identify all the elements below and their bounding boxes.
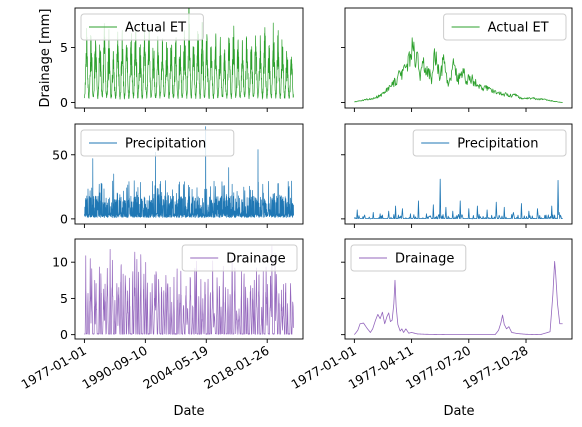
- series-line-2-1: [354, 261, 563, 336]
- x-tick-label: 1977-10-28: [460, 343, 530, 392]
- panel-drainage-full: 0 5 10 1977-01-011990-09-102004-05-192018-0…: [18, 238, 304, 392]
- legend-0-1: Actual ET: [443, 13, 567, 41]
- panel-actual-et-full: 0 5 Actual ET: [60, 7, 304, 112]
- panel-precipitation-year: Precipitation: [341, 123, 573, 228]
- x-axis-title-left: Date: [173, 404, 204, 419]
- legend-1-0: Precipitation: [80, 129, 235, 157]
- legend-2-1: Drainage: [350, 244, 467, 272]
- legend-label: Actual ET: [125, 21, 186, 36]
- x-tick-label: 1977-01-01: [18, 343, 88, 392]
- y-tick-label: 0: [60, 211, 68, 226]
- y-tick-label: 50: [52, 147, 68, 162]
- y-axis-title: Drainage [mm]: [38, 9, 53, 108]
- legend-1-1: Precipitation: [412, 129, 567, 157]
- y-tick-label: 10: [52, 255, 68, 270]
- legend-label: Drainage: [226, 252, 285, 267]
- x-axis-title-right: Date: [443, 404, 474, 419]
- y-tick-label: 0: [60, 95, 68, 110]
- legend-frame: [80, 13, 204, 41]
- series-line-2-0: [84, 245, 294, 335]
- axes-frame: [74, 238, 304, 340]
- series-line-0-0: [84, 8, 294, 100]
- axes-frame: [74, 123, 304, 225]
- legend-label: Precipitation: [457, 137, 538, 152]
- y-tick-label: 0: [60, 327, 68, 342]
- legend-frame: [443, 13, 567, 41]
- axes-frame: [74, 7, 304, 109]
- y-tick-label: 5: [60, 40, 68, 55]
- axes-frame: [344, 238, 573, 340]
- legend-2-0: Drainage: [181, 244, 298, 272]
- legend-frame: [412, 129, 567, 157]
- legend-label: Precipitation: [125, 137, 206, 152]
- x-tick-label: 2004-05-19: [140, 343, 210, 392]
- y-tick-label: 5: [60, 291, 68, 306]
- series-line-0-1: [354, 37, 563, 103]
- series-line-1-0: [84, 126, 294, 218]
- panel-precipitation-full: 0 50 Precipitation: [52, 123, 304, 228]
- x-tick-label: 2018-01-26: [201, 343, 271, 392]
- series-line-1-1: [354, 178, 563, 220]
- panel-drainage-year: 1977-01-011977-04-111977-07-201977-10-28…: [288, 238, 573, 392]
- axes-frame: [344, 7, 573, 109]
- legend-label: Actual ET: [488, 21, 549, 36]
- legend-label: Drainage: [395, 252, 454, 267]
- x-tick-label: 1990-09-10: [79, 343, 149, 392]
- legend-0-0: Actual ET: [80, 13, 204, 41]
- panel-actual-et-year: Actual ET: [341, 7, 573, 112]
- legend-frame: [181, 244, 298, 272]
- legend-frame: [350, 244, 467, 272]
- axes-frame: [344, 123, 573, 225]
- legend-frame: [80, 129, 235, 157]
